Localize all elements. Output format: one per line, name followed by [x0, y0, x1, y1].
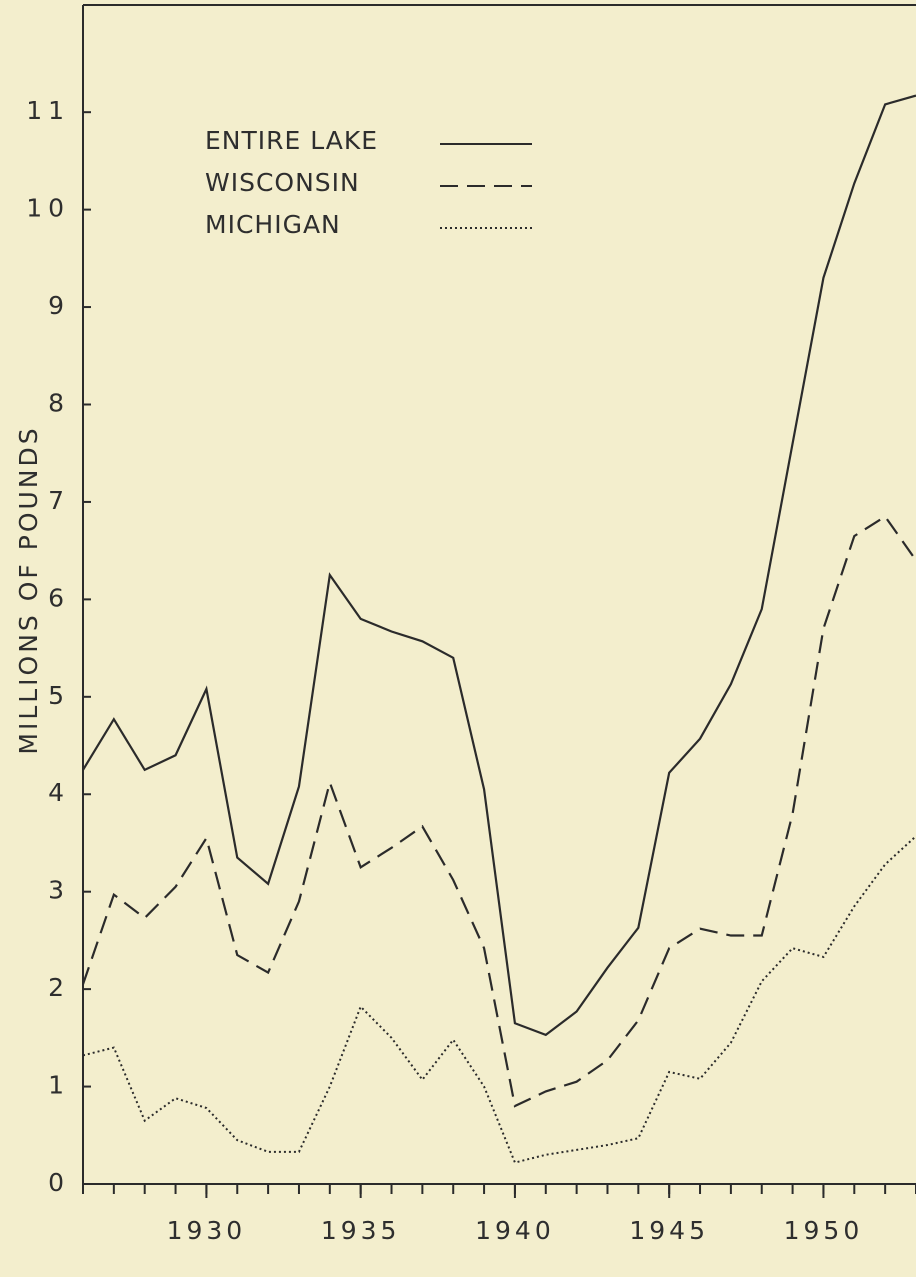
y-tick-label: 2: [48, 973, 70, 1002]
x-tick-label: 1945: [629, 1216, 709, 1245]
x-tick-label: 1940: [475, 1216, 555, 1245]
x-tick-label: 1950: [784, 1216, 864, 1245]
line-series: [82, 94, 916, 1037]
y-axis-label: MILLIONS OF POUNDS: [14, 425, 43, 754]
y-tick-label: 4: [48, 778, 70, 807]
y-tick-label: 3: [48, 876, 70, 905]
y-tick-label: 9: [48, 291, 70, 320]
legend-label: WISCONSIN: [205, 168, 360, 197]
x-tick-label: 1930: [167, 1216, 247, 1245]
y-tick-label: 10: [26, 194, 70, 223]
legend-label: ENTIRE LAKE: [205, 126, 378, 155]
x-tick-label: 1935: [321, 1216, 401, 1245]
line-series: [81, 515, 916, 1108]
y-tick-label: 7: [48, 486, 70, 515]
y-tick-label: 0: [48, 1168, 70, 1197]
y-tick-label: 6: [48, 583, 70, 612]
y-tick-label: 5: [48, 681, 70, 710]
y-tick-label: 8: [48, 388, 70, 417]
legend-label: MICHIGAN: [205, 210, 341, 239]
line-series: [82, 835, 916, 1164]
y-tick-label: 1: [48, 1071, 70, 1100]
y-tick-label: 11: [26, 96, 70, 125]
